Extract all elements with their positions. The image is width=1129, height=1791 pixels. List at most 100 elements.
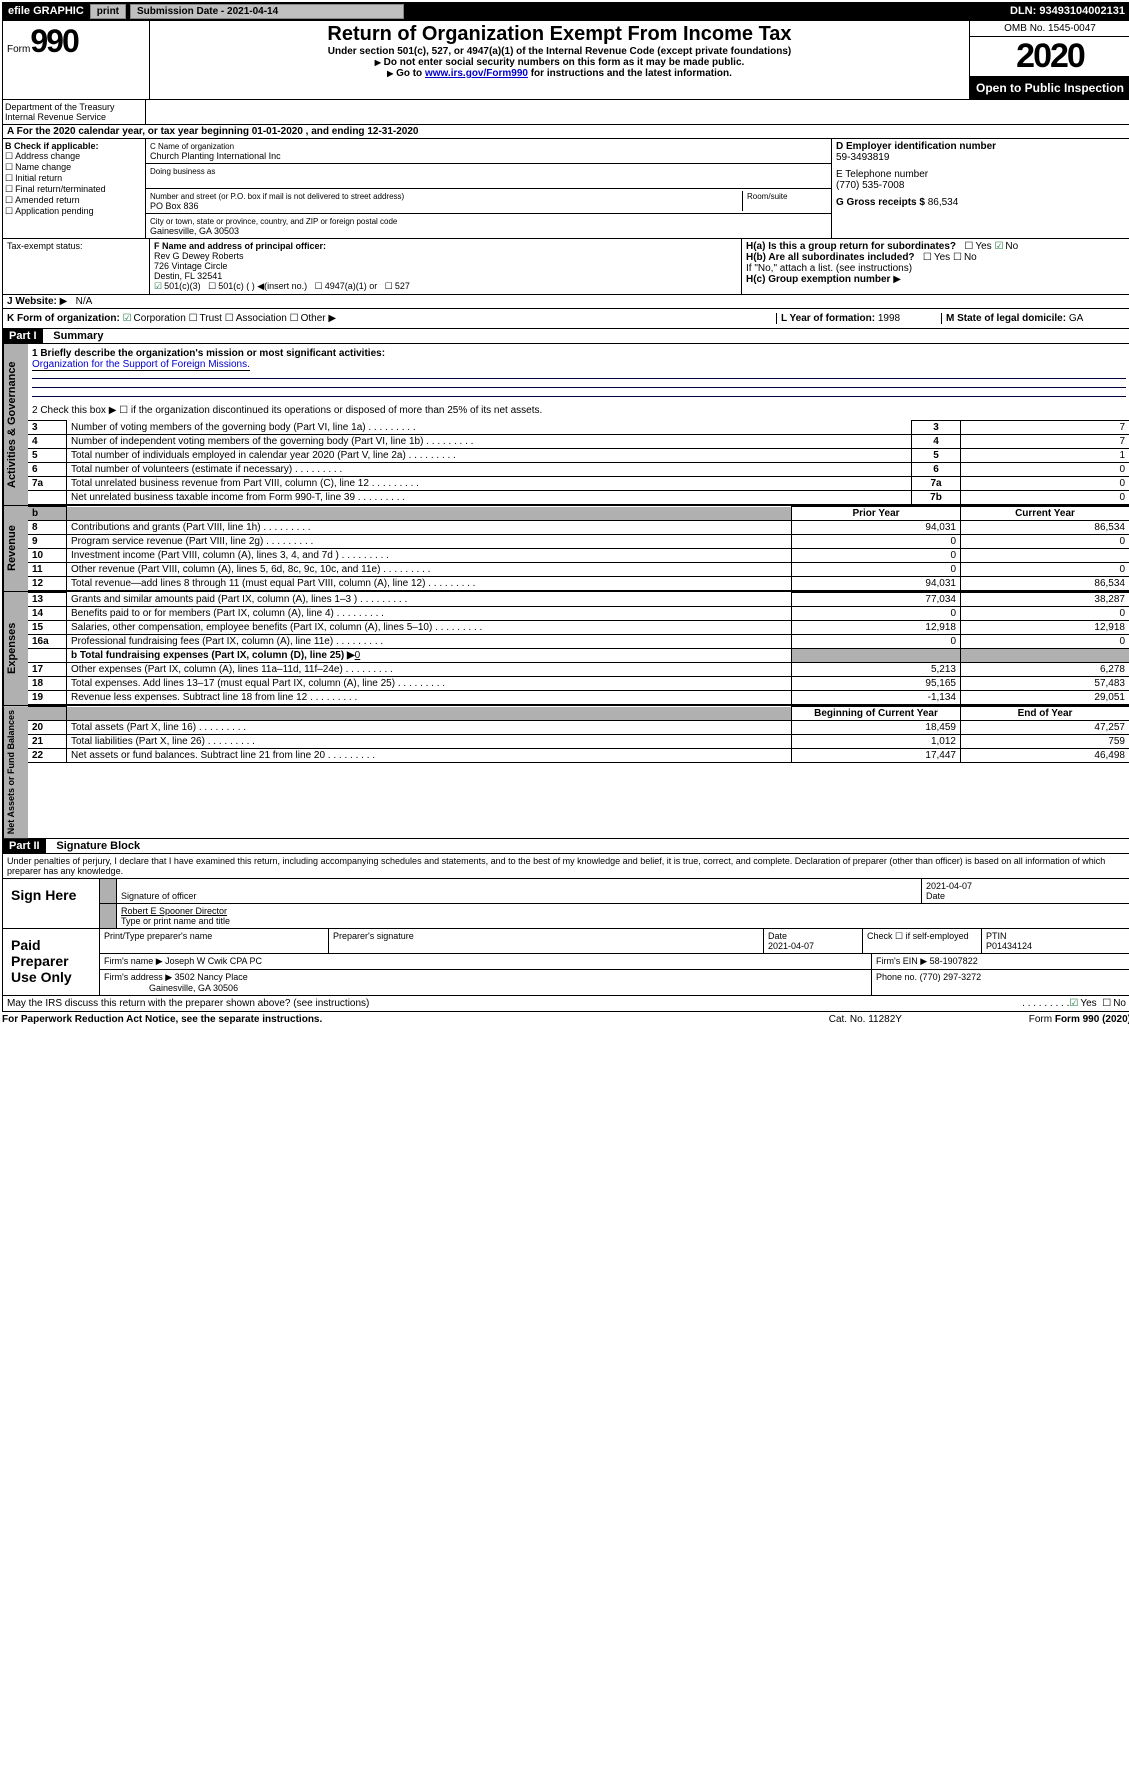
- b-label: B Check if applicable:: [5, 141, 99, 151]
- row-num: 14: [28, 607, 67, 621]
- row-label: Professional fundraising fees (Part IX, …: [67, 635, 792, 649]
- final-return-checkbox[interactable]: Final return/terminated: [5, 184, 106, 194]
- initial-return-checkbox[interactable]: Initial return: [5, 173, 62, 183]
- tax-exempt-label: Tax-exempt status:: [7, 241, 83, 251]
- j-label: J Website:: [7, 296, 57, 307]
- note2-post: for instructions and the latest informat…: [528, 68, 732, 79]
- current-year-val: 0: [961, 535, 1129, 549]
- end-year-val: 46,498: [961, 749, 1129, 763]
- assoc-checkbox[interactable]: Association: [225, 313, 287, 324]
- subtitle: Under section 501(c), 527, or 4947(a)(1)…: [154, 46, 965, 57]
- trust-checkbox[interactable]: Trust: [189, 313, 222, 324]
- part2-header-row: Part II Signature Block: [2, 839, 1129, 854]
- omb-number: OMB No. 1545-0047: [970, 21, 1129, 37]
- arrow-icon: [375, 57, 381, 68]
- row-num: 21: [28, 735, 67, 749]
- line16b: b Total fundraising expenses (Part IX, c…: [67, 649, 792, 663]
- print-label: Print/Type preparer's name: [104, 931, 212, 941]
- current-year-val: [961, 549, 1129, 563]
- application-pending-checkbox[interactable]: Application pending: [5, 206, 94, 216]
- room-label: Room/suite: [747, 192, 787, 201]
- other-checkbox[interactable]: Other: [290, 313, 326, 324]
- discuss-row: May the IRS discuss this return with the…: [2, 996, 1129, 1012]
- ha-yes[interactable]: Yes: [964, 241, 991, 252]
- row-num: 8: [28, 521, 67, 535]
- dept-label: Department of the Treasury Internal Reve…: [3, 100, 146, 124]
- org-name: Church Planting International Inc: [150, 151, 281, 161]
- current-year-val: 0: [961, 563, 1129, 577]
- begin-year-val: 18,459: [792, 721, 961, 735]
- firm-addr-label: Firm's address ▶: [104, 972, 172, 982]
- amended-return-checkbox[interactable]: Amended return: [5, 195, 80, 205]
- current-year-val: 12,918: [961, 621, 1129, 635]
- row-num: 15: [28, 621, 67, 635]
- row-f: Tax-exempt status: F Name and address of…: [2, 239, 1129, 295]
- submission-date-button[interactable]: Submission Date - 2021-04-14: [130, 4, 404, 19]
- dba-label: Doing business as: [150, 167, 215, 176]
- discuss-no[interactable]: No: [1102, 998, 1126, 1009]
- 501c3-checkbox[interactable]: 501(c)(3): [154, 281, 201, 291]
- row-label: Total expenses. Add lines 13–17 (must eq…: [67, 677, 792, 691]
- mission-text: Organization for the Support of Foreign …: [32, 359, 250, 371]
- arrow-icon: [387, 68, 393, 79]
- expenses-section: Expenses 13Grants and similar amounts pa…: [2, 592, 1129, 706]
- sig-label: Signature of officer: [121, 891, 196, 901]
- website: N/A: [76, 296, 93, 307]
- phone: (770) 535-7008: [836, 180, 904, 191]
- row-num: 22: [28, 749, 67, 763]
- end-year-header: End of Year: [961, 707, 1129, 721]
- section-b: B Check if applicable: Address change Na…: [2, 139, 1129, 239]
- firm-addr2: Gainesville, GA 30506: [149, 983, 238, 993]
- row-label: Total liabilities (Part X, line 26): [67, 735, 792, 749]
- gross-receipts: 86,534: [928, 197, 959, 208]
- ha-no[interactable]: No: [994, 241, 1018, 252]
- name-label: Type or print name and title: [121, 916, 230, 926]
- l-label: L Year of formation:: [781, 313, 875, 324]
- hb-no[interactable]: No: [953, 252, 977, 263]
- row-val: 0: [961, 491, 1129, 505]
- k-label: K Form of organization:: [7, 313, 120, 324]
- main-title: Return of Organization Exempt From Incom…: [154, 23, 965, 46]
- irs-link[interactable]: www.irs.gov/Form990: [425, 68, 528, 79]
- row-label: Other expenses (Part IX, column (A), lin…: [67, 663, 792, 677]
- row-box: 7a: [912, 477, 961, 491]
- 501c-checkbox[interactable]: 501(c) ( ): [208, 281, 255, 291]
- hb-note: If "No," attach a list. (see instruction…: [746, 263, 912, 274]
- row-j: J Website: ▶ N/A: [2, 295, 1129, 309]
- preparer-label: Paid Preparer Use Only: [3, 929, 100, 995]
- part1-header: Part I: [3, 329, 43, 343]
- ein: 59-3493819: [836, 152, 889, 163]
- row-num: [28, 491, 67, 505]
- prior-year-val: 94,031: [792, 577, 961, 591]
- discuss-yes[interactable]: Yes: [1069, 998, 1096, 1009]
- firm-addr1: 3502 Nancy Place: [175, 972, 248, 982]
- corp-checkbox[interactable]: Corporation: [123, 313, 186, 324]
- print-button[interactable]: print: [90, 4, 126, 19]
- row-num: 4: [28, 435, 67, 449]
- name-change-checkbox[interactable]: Name change: [5, 162, 71, 172]
- tax-year: 2020: [970, 37, 1129, 77]
- expenses-table: 13Grants and similar amounts paid (Part …: [28, 592, 1129, 705]
- row-label: Total assets (Part X, line 16): [67, 721, 792, 735]
- prior-year-val: 94,031: [792, 521, 961, 535]
- row-num: 13: [28, 593, 67, 607]
- row-val: 1: [961, 449, 1129, 463]
- current-year-val: 57,483: [961, 677, 1129, 691]
- address-change-checkbox[interactable]: Address change: [5, 151, 80, 161]
- prep-sig-label: Preparer's signature: [333, 931, 414, 941]
- end-year-val: 759: [961, 735, 1129, 749]
- 4947-checkbox[interactable]: 4947(a)(1) or: [315, 281, 378, 291]
- prior-year-val: 95,165: [792, 677, 961, 691]
- row-label: Revenue less expenses. Subtract line 18 …: [67, 691, 792, 705]
- efile-label: efile GRAPHIC: [2, 5, 90, 17]
- check-self[interactable]: Check ☐ if self-employed: [867, 931, 969, 941]
- current-year-val: 38,287: [961, 593, 1129, 607]
- paperwork: For Paperwork Reduction Act Notice, see …: [2, 1014, 829, 1025]
- firm-name: Joseph W Cwik CPA PC: [165, 956, 262, 966]
- row-label: Contributions and grants (Part VIII, lin…: [67, 521, 792, 535]
- 527-checkbox[interactable]: 527: [385, 281, 410, 291]
- form-footer: Form Form 990 (2020): [1029, 1014, 1129, 1025]
- e-label: E Telephone number: [836, 169, 928, 180]
- hb-yes[interactable]: Yes: [923, 252, 950, 263]
- c-label: C Name of organization: [150, 142, 234, 151]
